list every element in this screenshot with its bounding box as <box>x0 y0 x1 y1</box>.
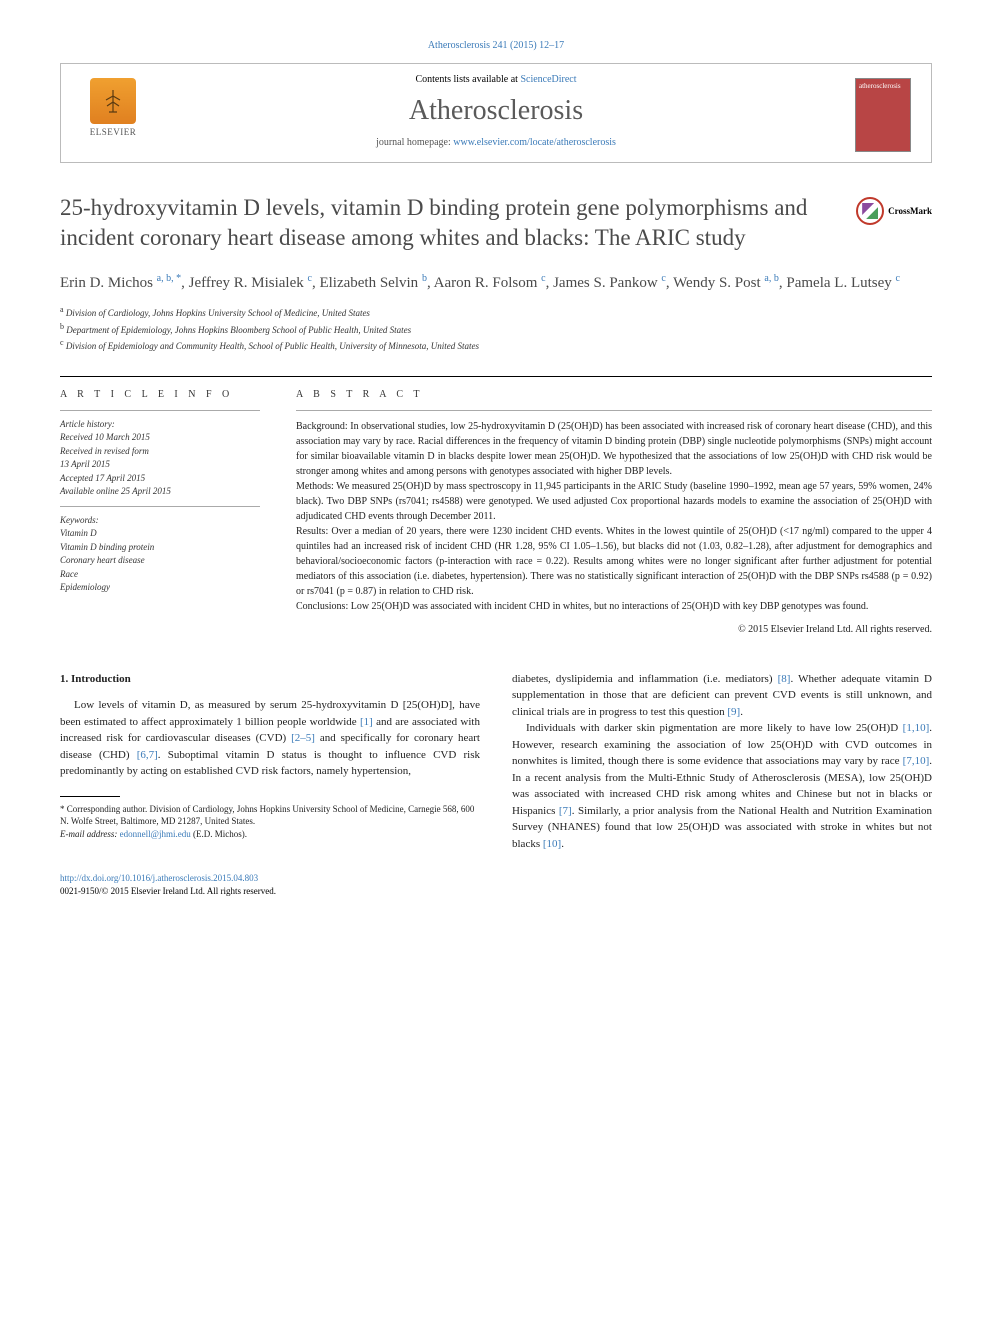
contents-available: Contents lists available at ScienceDirec… <box>61 64 931 89</box>
affiliation-line: a Division of Cardiology, Johns Hopkins … <box>60 304 932 321</box>
ref-10[interactable]: [10] <box>543 838 561 850</box>
ref-2-5[interactable]: [2–5] <box>291 732 315 744</box>
journal-homepage: journal homepage: www.elsevier.com/locat… <box>61 133 931 162</box>
history-line: 13 April 2015 <box>60 458 260 472</box>
article-history-block: Article history: Received 10 March 2015R… <box>60 410 260 506</box>
abstract-methods: Methods: We measured 25(OH)D by mass spe… <box>296 479 932 524</box>
page-footer: http://dx.doi.org/10.1016/j.atherosclero… <box>60 872 932 897</box>
ref-9[interactable]: [9] <box>727 706 740 718</box>
history-line: Accepted 17 April 2015 <box>60 472 260 486</box>
doi-link[interactable]: http://dx.doi.org/10.1016/j.atherosclero… <box>60 873 258 883</box>
body-columns: 1. Introduction Low levels of vitamin D,… <box>60 671 932 853</box>
article-info-sidebar: A R T I C L E I N F O Article history: R… <box>60 377 260 637</box>
homepage-link[interactable]: www.elsevier.com/locate/atherosclerosis <box>453 137 616 148</box>
left-column: 1. Introduction Low levels of vitamin D,… <box>60 671 480 853</box>
abstract-text: Background: In observational studies, lo… <box>296 410 932 637</box>
keyword: Epidemiology <box>60 581 260 595</box>
ref-1[interactable]: [1] <box>360 716 373 728</box>
corresponding-text: * Corresponding author. Division of Card… <box>60 803 480 828</box>
history-label: Article history: <box>60 418 260 432</box>
crossmark-icon <box>856 197 884 225</box>
keywords-label: Keywords: <box>60 514 260 528</box>
issn-copyright: 0021-9150/© 2015 Elsevier Ireland Ltd. A… <box>60 886 276 896</box>
email-label: E-mail address: <box>60 829 120 839</box>
abstract-results: Results: Over a median of 20 years, ther… <box>296 524 932 599</box>
citation: Atherosclerosis 241 (2015) 12–17 <box>60 40 932 51</box>
journal-name: Atherosclerosis <box>61 89 931 133</box>
intro-paragraph-2: Individuals with darker skin pigmentatio… <box>512 720 932 852</box>
email-suffix: (E.D. Michos). <box>191 829 247 839</box>
affiliation-line: c Division of Epidemiology and Community… <box>60 337 932 354</box>
ref-8[interactable]: [8] <box>778 673 791 685</box>
intro-paragraph-1: Low levels of vitamin D, as measured by … <box>60 697 480 780</box>
journal-cover-thumbnail: atherosclerosis <box>855 78 911 152</box>
corresponding-email-link[interactable]: edonnell@jhmi.edu <box>120 829 191 839</box>
homepage-prefix: journal homepage: <box>376 137 453 148</box>
ref-1-10[interactable]: [1,10] <box>903 722 930 734</box>
publisher-name: ELSEVIER <box>81 127 145 137</box>
article-info-heading: A R T I C L E I N F O <box>60 389 260 410</box>
contents-prefix: Contents lists available at <box>415 74 520 85</box>
cover-label: atherosclerosis <box>856 79 910 93</box>
crossmark-label: CrossMark <box>888 206 932 216</box>
abstract-section: A B S T R A C T Background: In observati… <box>296 377 932 637</box>
abstract-copyright: © 2015 Elsevier Ireland Ltd. All rights … <box>296 622 932 637</box>
ref-7-10[interactable]: [7,10] <box>903 755 930 767</box>
corresponding-author-footnote: * Corresponding author. Division of Card… <box>60 803 480 841</box>
abstract-conclusions: Conclusions: Low 25(OH)D was associated … <box>296 599 932 614</box>
keyword: Vitamin D <box>60 527 260 541</box>
ref-7[interactable]: [7] <box>559 805 572 817</box>
keywords-block: Keywords: Vitamin DVitamin D binding pro… <box>60 506 260 602</box>
history-line: Received 10 March 2015 <box>60 431 260 445</box>
keyword: Vitamin D binding protein <box>60 541 260 555</box>
elsevier-tree-icon <box>90 78 136 124</box>
footnote-separator <box>60 796 120 797</box>
affiliations: a Division of Cardiology, Johns Hopkins … <box>60 304 932 354</box>
crossmark-badge[interactable]: CrossMark <box>856 197 932 225</box>
author-list: Erin D. Michos a, b, *, Jeffrey R. Misia… <box>60 271 932 295</box>
keyword: Race <box>60 568 260 582</box>
affiliation-line: b Department of Epidemiology, Johns Hopk… <box>60 321 932 338</box>
intro-paragraph-1-cont: diabetes, dyslipidemia and inflammation … <box>512 671 932 721</box>
article-title: 25-hydroxyvitamin D levels, vitamin D bi… <box>60 193 830 253</box>
history-line: Received in revised form <box>60 445 260 459</box>
history-line: Available online 25 April 2015 <box>60 485 260 499</box>
keyword: Coronary heart disease <box>60 554 260 568</box>
publisher-logo: ELSEVIER <box>81 78 145 148</box>
ref-6-7[interactable]: [6,7] <box>137 749 158 761</box>
right-column: diabetes, dyslipidemia and inflammation … <box>512 671 932 853</box>
abstract-background: Background: In observational studies, lo… <box>296 419 932 479</box>
abstract-heading: A B S T R A C T <box>296 389 932 410</box>
section-1-heading: 1. Introduction <box>60 671 480 688</box>
journal-header: ELSEVIER atherosclerosis Contents lists … <box>60 63 932 163</box>
sciencedirect-link[interactable]: ScienceDirect <box>520 74 576 85</box>
